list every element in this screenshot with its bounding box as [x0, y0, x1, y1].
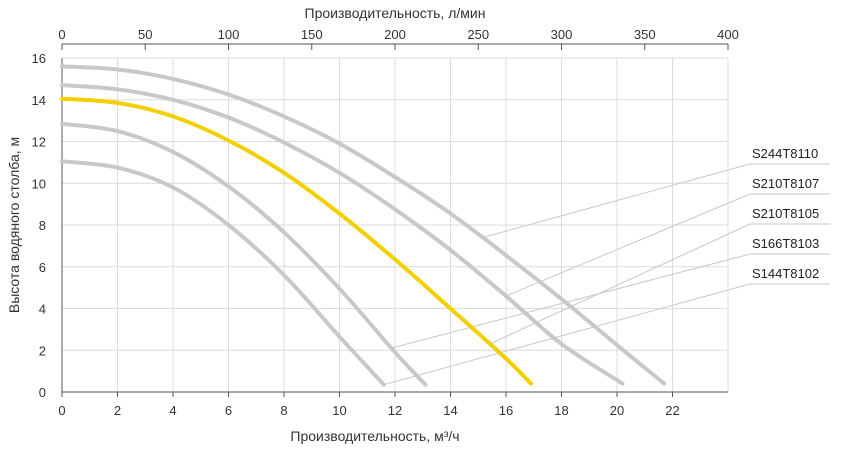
- y-tick-label: 6: [39, 260, 46, 275]
- x-tick-label: 10: [332, 403, 346, 418]
- y-tick-label: 4: [39, 302, 46, 317]
- legend-label: S144T8102: [752, 266, 819, 281]
- legend-leader-line: [489, 223, 751, 345]
- legend: S244T8110 S210T8107 S210T8105 S166T8103 S144…: [750, 146, 830, 285]
- x-axis-title: Производительность, м³/ч: [290, 428, 459, 444]
- y-tick-label: 0: [39, 385, 46, 400]
- x-tick-label: 0: [58, 403, 65, 418]
- x-tick-label: 20: [610, 403, 624, 418]
- top-tick-label: 200: [384, 27, 406, 42]
- x-tick-label: 8: [280, 403, 287, 418]
- top-axis-title: Производительность, л/мин: [305, 5, 486, 21]
- top-tick-label: 250: [467, 27, 489, 42]
- x-tick-label: 18: [554, 403, 568, 418]
- top-tick-label: 100: [218, 27, 240, 42]
- series-line: [60, 64, 667, 386]
- legend-label: S244T8110: [752, 146, 818, 161]
- y-tick-label: 16: [32, 51, 46, 66]
- y-tick-label: 2: [39, 343, 46, 358]
- series-line: [60, 83, 625, 386]
- x-tick-label: 16: [499, 403, 513, 418]
- legend-leader-line: [505, 193, 751, 297]
- x-tick-label: 6: [225, 403, 232, 418]
- top-tick-label: 50: [138, 27, 152, 42]
- legend-leader-line: [482, 163, 751, 239]
- y-tick-label: 12: [32, 135, 46, 150]
- series-line: [60, 96, 533, 386]
- top-tick-label: 150: [301, 27, 323, 42]
- series-curves: [60, 64, 667, 387]
- x-tick-label: 22: [665, 403, 679, 418]
- legend-label: S210T8105: [752, 206, 819, 221]
- x-tick-label: 4: [169, 403, 176, 418]
- y-axis-title: Высота водяного столба, м: [6, 137, 22, 313]
- y-tick-label: 10: [32, 176, 46, 191]
- top-tick-label: 400: [717, 27, 739, 42]
- top-tick-label: 350: [634, 27, 656, 42]
- top-tick-label: 300: [551, 27, 573, 42]
- axes: [61, 43, 729, 397]
- series-line: [60, 121, 428, 387]
- top-tick-label: 0: [58, 27, 65, 42]
- y-tick-label: 14: [32, 93, 46, 108]
- legend-leader-line: [383, 283, 751, 386]
- series-line: [60, 159, 386, 387]
- legend-leader-line: [391, 253, 751, 349]
- legend-label: S210T8107: [752, 176, 819, 191]
- legend-leader-lines: [383, 163, 751, 386]
- grid: [62, 57, 729, 393]
- tick-labels: 0 2 4 6 8 10 12 14 16 18 20 22 0 2 4 6 8 10 12 14 16 0 50 100 15…: [32, 27, 739, 418]
- x-tick-label: 12: [388, 403, 402, 418]
- x-tick-label: 14: [443, 403, 457, 418]
- y-tick-label: 8: [39, 218, 46, 233]
- x-tick-label: 2: [114, 403, 121, 418]
- legend-label: S166T8103: [752, 236, 819, 251]
